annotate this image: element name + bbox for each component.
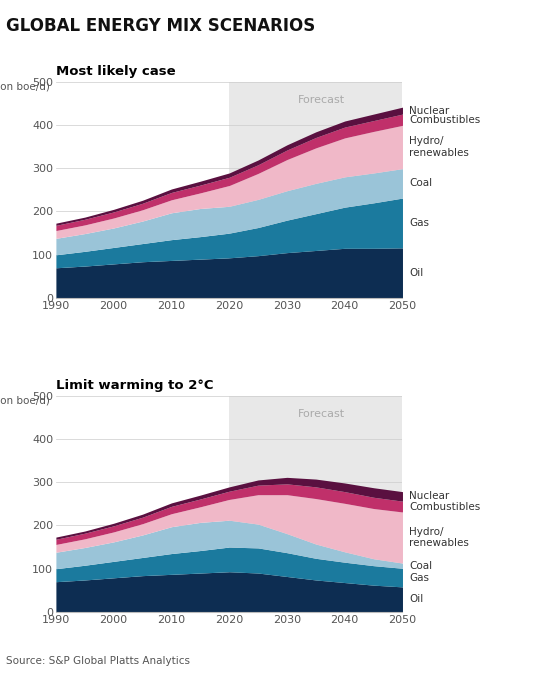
Text: Hydro/
renewables: Hydro/ renewables [409, 136, 470, 158]
Text: Nuclear: Nuclear [409, 105, 449, 116]
Text: Hydro/
renewables: Hydro/ renewables [409, 527, 470, 548]
Text: Source: S&P Global Platts Analytics: Source: S&P Global Platts Analytics [6, 656, 190, 666]
Text: Combustibles: Combustibles [409, 502, 481, 511]
Text: Oil: Oil [409, 268, 424, 278]
Text: (million boe/d): (million boe/d) [0, 396, 50, 405]
Bar [229, 82, 408, 298]
Text: Nuclear: Nuclear [409, 492, 449, 501]
Text: Gas: Gas [409, 218, 429, 228]
Text: GLOBAL ENERGY MIX SCENARIOS: GLOBAL ENERGY MIX SCENARIOS [6, 17, 315, 35]
Text: (million boe/d): (million boe/d) [0, 82, 50, 92]
Text: Combustibles: Combustibles [409, 115, 481, 124]
Text: Limit warming to 2°C: Limit warming to 2°C [56, 379, 214, 392]
Text: Forecast: Forecast [298, 409, 345, 420]
Bar [229, 396, 408, 612]
Text: Gas: Gas [409, 573, 429, 583]
Text: Forecast: Forecast [298, 95, 345, 105]
Text: Coal: Coal [409, 561, 433, 571]
Text: Most likely case: Most likely case [56, 65, 176, 78]
Text: Coal: Coal [409, 178, 433, 188]
Text: Oil: Oil [409, 594, 424, 605]
